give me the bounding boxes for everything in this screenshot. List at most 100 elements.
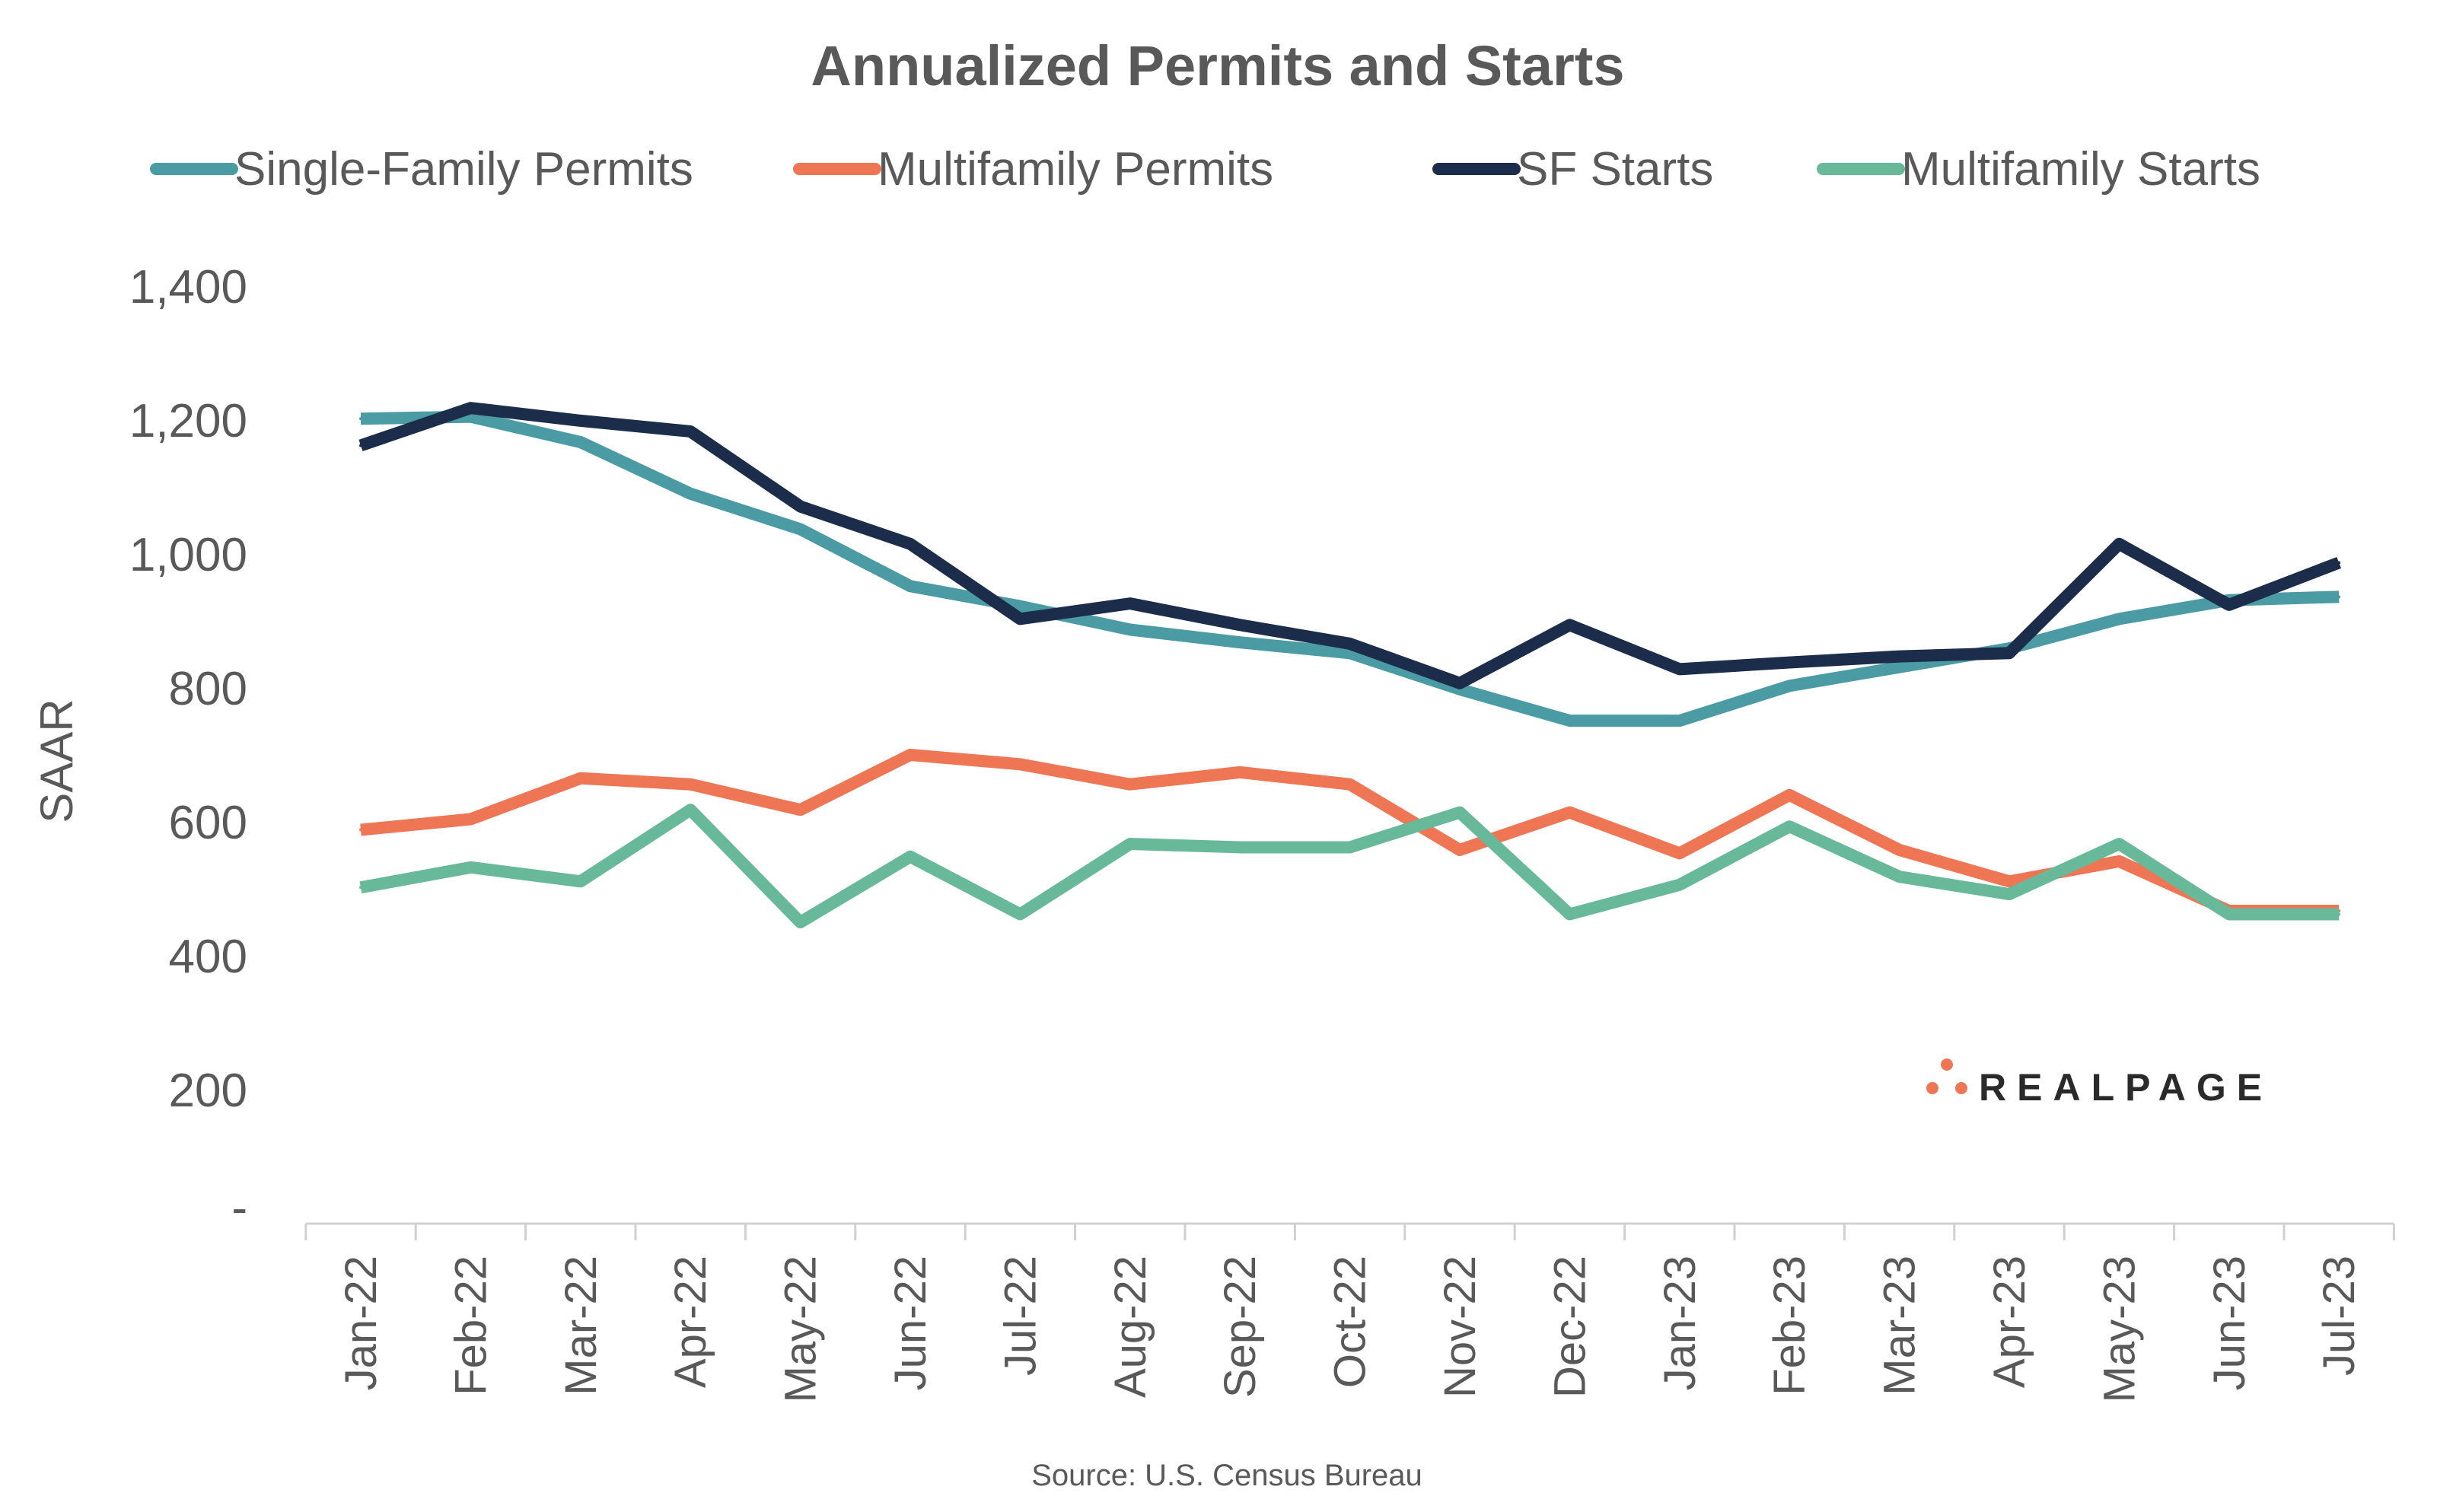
x-tick-label: Feb-23	[1765, 1256, 1814, 1396]
data-point	[1238, 641, 1242, 645]
x-tick-label: Nov-22	[1435, 1256, 1485, 1398]
logo-dot	[1926, 1082, 1938, 1094]
data-point	[2008, 893, 2011, 896]
legend-item: Single-Family Permits	[150, 143, 693, 196]
x-tick-label: Jul-22	[996, 1256, 1045, 1376]
data-point	[909, 855, 912, 858]
data-point	[2227, 603, 2231, 606]
data-point	[1677, 719, 1681, 723]
data-point	[1568, 623, 1572, 627]
data-point	[578, 419, 582, 422]
data-point	[798, 505, 802, 508]
data-point	[1458, 681, 1461, 685]
data-point	[2227, 912, 2231, 916]
data-point	[1458, 848, 1461, 851]
x-tick-label: Aug-22	[1106, 1256, 1155, 1398]
data-point	[1128, 602, 1132, 606]
data-point	[469, 415, 473, 419]
data-point	[689, 808, 693, 812]
logo-dot	[1955, 1082, 1967, 1094]
data-point	[1897, 665, 1901, 669]
y-tick-label: 600	[169, 797, 247, 849]
data-point	[909, 753, 912, 756]
legend: Single-Family Permits Multifamily Permits…	[150, 143, 2260, 196]
data-point	[1677, 851, 1681, 855]
data-point	[578, 776, 582, 780]
logo-text: REALPAGE	[1979, 1066, 2273, 1109]
data-point	[1238, 623, 1242, 627]
data-point	[2008, 880, 2011, 883]
y-tick-label: 1,400	[129, 261, 247, 314]
x-tick-label: May-23	[2095, 1256, 2144, 1402]
data-point	[1348, 845, 1352, 849]
data-point	[469, 817, 473, 821]
y-tick-label: 200	[169, 1065, 247, 1117]
data-point	[1677, 667, 1681, 671]
x-tick-label: Jan-23	[1655, 1256, 1705, 1390]
data-point	[1788, 684, 1792, 688]
data-point	[1568, 719, 1572, 723]
legend-item: Multifamily Starts	[1817, 143, 2260, 196]
data-point	[2117, 542, 2121, 546]
x-tick-label: Sep-22	[1215, 1256, 1265, 1398]
x-tick-label: Jul-23	[2314, 1256, 2364, 1376]
data-point	[1348, 641, 1352, 645]
data-point	[1018, 912, 1022, 916]
x-tick-label: Apr-23	[1985, 1256, 2034, 1388]
data-point	[1788, 793, 1792, 797]
x-tick-label: Dec-22	[1545, 1256, 1594, 1398]
x-tick-label: Mar-23	[1875, 1256, 1925, 1396]
y-tick-label: 400	[169, 931, 247, 983]
legend-label: Single-Family Permits	[234, 143, 693, 196]
legend-item: SF Starts	[1432, 143, 1713, 196]
data-point	[2117, 842, 2121, 846]
data-point	[578, 441, 582, 444]
data-point	[1568, 810, 1572, 814]
data-point	[798, 921, 802, 924]
x-tick-label: Jun-23	[2205, 1256, 2254, 1390]
x-tick-label: Jan-22	[336, 1256, 386, 1390]
data-point	[1018, 617, 1022, 621]
y-tick-label: 1,200	[129, 395, 247, 447]
y-tick-label: 1,000	[129, 529, 247, 581]
data-point	[689, 492, 693, 495]
x-axis: Jan-22 Feb-22 Mar-22 Apr-22 May-22 Jun-22 Jul-…	[304, 1222, 2395, 1402]
data-point	[909, 542, 912, 546]
data-point	[359, 828, 362, 832]
x-tick-label: Jun-22	[886, 1256, 935, 1390]
x-tick-label: Mar-22	[556, 1256, 606, 1396]
series-line-single-family-permits	[360, 410, 2340, 727]
data-point	[1128, 842, 1132, 846]
data-point	[578, 880, 582, 883]
data-point	[2337, 561, 2341, 565]
series-line-multifamily-starts	[359, 804, 2340, 928]
data-point	[469, 406, 473, 410]
data-point	[1238, 845, 1242, 849]
data-point	[1897, 654, 1901, 658]
chart-title: Annualized Permits and Starts	[811, 34, 1624, 97]
data-point	[1897, 848, 1901, 851]
x-tick-label: Oct-22	[1326, 1256, 1375, 1388]
data-point	[359, 886, 362, 890]
data-point	[2337, 595, 2341, 599]
x-tick-label: Feb-22	[446, 1256, 495, 1396]
data-point	[1677, 883, 1681, 887]
data-point	[1458, 810, 1461, 814]
data-point	[1568, 912, 1572, 916]
legend-label: Multifamily Starts	[1901, 143, 2260, 196]
data-point	[798, 808, 802, 812]
data-point	[469, 865, 473, 869]
data-point	[798, 527, 802, 531]
data-point	[1788, 825, 1792, 829]
data-point	[1348, 651, 1352, 655]
data-point	[689, 782, 693, 786]
legend-label: Multifamily Permits	[878, 143, 1273, 196]
plot-area	[358, 402, 2342, 928]
data-point	[1128, 782, 1132, 786]
data-point	[1018, 604, 1022, 608]
x-tick-label: May-22	[776, 1256, 826, 1402]
y-axis-label: SAAR	[31, 699, 82, 823]
data-point	[359, 444, 362, 447]
data-point	[359, 417, 362, 421]
